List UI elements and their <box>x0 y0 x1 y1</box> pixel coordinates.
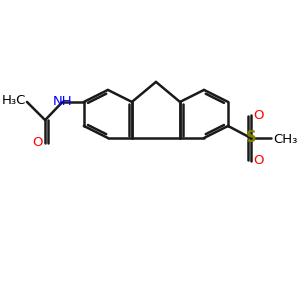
Text: O: O <box>253 109 263 122</box>
Text: NH: NH <box>53 95 72 108</box>
Text: O: O <box>253 154 263 167</box>
Text: S: S <box>245 130 256 146</box>
Text: O: O <box>32 136 43 149</box>
Text: CH₃: CH₃ <box>273 133 297 146</box>
Text: H₃C: H₃C <box>1 94 26 107</box>
